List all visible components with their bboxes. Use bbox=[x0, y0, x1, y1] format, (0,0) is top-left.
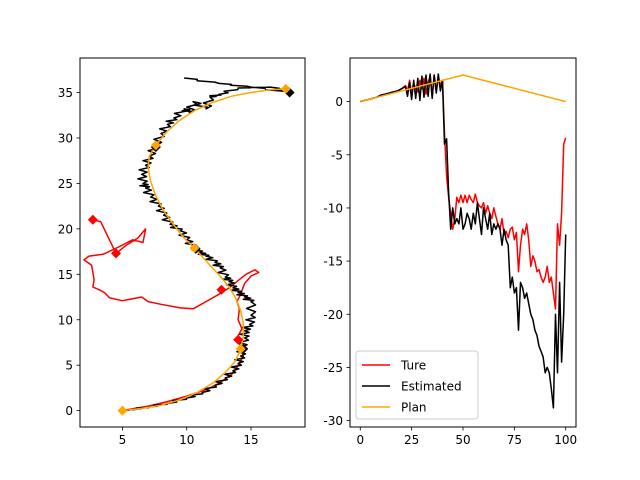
waypoint-marker bbox=[117, 405, 128, 416]
y-tick-label: -10 bbox=[323, 201, 343, 215]
series-line-plan bbox=[360, 74, 566, 103]
y-tick-label: 10 bbox=[58, 313, 73, 327]
right-axis-ticks: 0 25 50 75 100 -30 -25 -20 -15 -10 -5 0 bbox=[323, 95, 577, 447]
right-axes: 0 25 50 75 100 -30 -25 -20 -15 -10 -5 0 bbox=[323, 57, 577, 447]
left-axis-ticks: 5 10 15 0 5 10 15 20 25 30 35 bbox=[58, 86, 259, 447]
waypoint-marker bbox=[216, 284, 227, 295]
x-tick-label: 0 bbox=[356, 433, 364, 447]
legend-box bbox=[355, 350, 479, 420]
x-tick-label: 50 bbox=[455, 433, 470, 447]
waypoint-marker bbox=[150, 140, 161, 151]
y-tick-label: 30 bbox=[58, 131, 73, 145]
legend-label: Estimated bbox=[401, 380, 462, 394]
legend-label: Ture bbox=[400, 359, 426, 373]
waypoint-marker bbox=[189, 242, 200, 253]
right-axes-frame bbox=[349, 57, 577, 428]
x-tick-label: 5 bbox=[119, 433, 127, 447]
legend: Ture Estimated Plan bbox=[355, 350, 479, 420]
left-axes: 5 10 15 0 5 10 15 20 25 30 35 bbox=[58, 57, 306, 447]
waypoint-marker bbox=[111, 248, 121, 259]
y-tick-label: 25 bbox=[58, 177, 73, 191]
y-tick-label: -15 bbox=[323, 255, 343, 269]
left-plot-area bbox=[83, 77, 295, 416]
series-line-estimated bbox=[360, 73, 567, 409]
x-tick-label: 25 bbox=[404, 433, 419, 447]
legend-label: Plan bbox=[401, 401, 427, 415]
right-plot-area bbox=[360, 73, 567, 409]
series-line-trajectory-1 bbox=[122, 77, 291, 412]
waypoint-marker bbox=[235, 343, 246, 354]
y-tick-label: 35 bbox=[58, 86, 73, 100]
waypoint-marker bbox=[87, 214, 98, 225]
y-tick-label: 15 bbox=[58, 268, 73, 282]
y-tick-label: -5 bbox=[331, 148, 343, 162]
waypoint-marker bbox=[280, 83, 291, 94]
y-tick-label: 0 bbox=[65, 404, 73, 418]
x-tick-label: 10 bbox=[179, 433, 194, 447]
y-tick-label: 20 bbox=[58, 222, 73, 236]
y-tick-label: -30 bbox=[323, 414, 343, 428]
x-tick-label: 100 bbox=[554, 433, 577, 447]
y-tick-label: -25 bbox=[323, 361, 343, 375]
y-tick-label: 0 bbox=[335, 95, 343, 109]
y-tick-label: 5 bbox=[65, 359, 73, 373]
left-axes-frame bbox=[79, 57, 306, 428]
x-tick-label: 15 bbox=[243, 433, 258, 447]
y-tick-label: -20 bbox=[323, 308, 343, 322]
x-tick-label: 75 bbox=[507, 433, 522, 447]
waypoint-marker bbox=[233, 334, 244, 345]
